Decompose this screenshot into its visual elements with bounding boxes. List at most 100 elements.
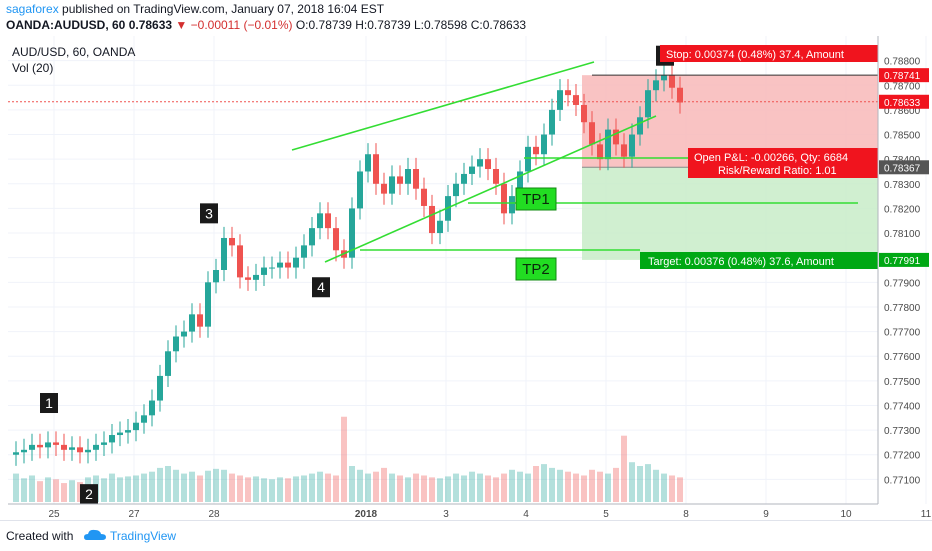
candle-body xyxy=(429,205,435,234)
candle-body xyxy=(525,146,531,172)
stop-label-bg xyxy=(660,45,878,62)
volume-bar xyxy=(477,473,483,502)
price-axis[interactable]: 0.788000.787000.786000.785000.784000.783… xyxy=(877,36,929,504)
candle-body xyxy=(589,122,595,145)
volume-bar xyxy=(669,475,675,502)
volume-bar xyxy=(181,473,187,502)
candle-body xyxy=(477,159,483,167)
volume-bar xyxy=(629,462,635,502)
volume-bar xyxy=(389,473,395,502)
volume-bar xyxy=(613,467,619,502)
volume-bar xyxy=(285,478,291,502)
volume-bar xyxy=(341,416,347,502)
volume-bar xyxy=(37,481,43,502)
volume-bar xyxy=(517,471,523,502)
position-zones xyxy=(8,75,878,260)
cloud-icon xyxy=(84,529,106,540)
price-flag-bg xyxy=(879,94,929,109)
candle-body xyxy=(493,169,499,184)
volume-bar xyxy=(405,477,411,502)
candle-body xyxy=(357,171,363,209)
volume-bar xyxy=(205,470,211,502)
candle-body xyxy=(405,169,411,184)
volume-bar xyxy=(461,475,467,502)
pnl-label: Open P&L: -0.00266, Qty: 6684 xyxy=(694,152,848,164)
volume-bar xyxy=(397,475,403,502)
volume-bar xyxy=(149,471,155,502)
volume-bar xyxy=(301,475,307,502)
candle-body xyxy=(277,262,283,268)
candle-body xyxy=(109,435,115,443)
low-value: L:0.78598 xyxy=(413,18,468,32)
x-tick-label: 11 xyxy=(921,509,932,520)
candle-body xyxy=(317,213,323,229)
y-tick-label: 0.78600 xyxy=(884,106,921,117)
y-tick-label: 0.77400 xyxy=(884,401,921,412)
x-tick-label: 10 xyxy=(840,509,852,520)
volume-bar xyxy=(533,466,539,502)
volume-bar xyxy=(589,469,595,502)
candle-body xyxy=(325,213,331,229)
rr-label: Risk/Reward Ratio: 1.01 xyxy=(718,165,837,177)
volume-bar xyxy=(453,473,459,502)
candle-body xyxy=(189,314,195,332)
candle-body xyxy=(373,154,379,184)
tp-label: TP1 xyxy=(522,191,550,208)
volume-bar xyxy=(109,473,115,502)
candle-body xyxy=(349,208,355,258)
wave-badge xyxy=(312,277,330,298)
volume-bar xyxy=(573,473,579,502)
candle-body xyxy=(93,444,99,450)
created-with-text: Created with xyxy=(6,529,74,543)
volume-bar xyxy=(381,467,387,502)
wave-badge xyxy=(80,484,98,505)
volume-bar xyxy=(645,464,651,502)
volume-bar xyxy=(469,471,475,502)
volume-bar xyxy=(117,477,123,502)
volume-bar xyxy=(565,471,571,502)
author-link[interactable]: sagaforex xyxy=(6,2,59,16)
volume-bar xyxy=(557,469,563,502)
high-value: H:0.78739 xyxy=(355,18,411,32)
tradingview-link[interactable]: TradingView xyxy=(110,529,177,543)
volume-bar xyxy=(581,475,587,502)
x-tick-label: 4 xyxy=(523,509,529,520)
candle-body xyxy=(205,282,211,327)
candle-body xyxy=(221,237,227,270)
y-tick-label: 0.77900 xyxy=(884,278,921,289)
price-flag-bg xyxy=(879,252,929,267)
price-flag-bg xyxy=(879,68,929,83)
volume-bar xyxy=(661,473,667,502)
candle-body xyxy=(37,444,43,448)
time-axis[interactable]: 25 27 28 2018 3 4 5 8 9 10 11 xyxy=(8,503,932,520)
grid xyxy=(8,36,927,504)
candle-body xyxy=(253,274,259,280)
volume-bar xyxy=(445,476,451,502)
candle-body xyxy=(149,400,155,416)
footer: Created with TradingView xyxy=(0,520,932,551)
volume-bar xyxy=(309,473,315,502)
candle-body xyxy=(29,444,35,450)
price-chart[interactable]: TP1 TP2 1 2 3 4 5 Stop: 0.00374 (0.48%) 37.4, A… xyxy=(0,36,932,520)
candle-body xyxy=(77,447,83,453)
x-tick-label: 9 xyxy=(763,509,769,520)
y-tick-label: 0.78100 xyxy=(884,229,921,240)
candle-body xyxy=(653,80,659,91)
y-tick-label: 0.78800 xyxy=(884,57,921,68)
candle-body xyxy=(597,144,603,160)
chart-area[interactable]: TP1 TP2 1 2 3 4 5 Stop: 0.00374 (0.48%) 37.4, A… xyxy=(0,36,932,520)
volume-bar xyxy=(189,471,195,502)
chart-header: sagaforex published on TradingView.com, … xyxy=(0,0,932,36)
tp-badge xyxy=(515,187,557,211)
target-label: Target: 0.00376 (0.48%) 37.6, Amount xyxy=(648,256,834,268)
candle-body xyxy=(45,442,51,448)
volume-bar xyxy=(605,473,611,502)
candles xyxy=(13,64,683,466)
candle-body xyxy=(261,267,267,275)
candle-body xyxy=(21,449,27,453)
candle-body xyxy=(301,245,307,258)
close-value: C:0.78633 xyxy=(470,18,527,32)
legend-title: AUD/USD, 60, OANDA xyxy=(12,45,135,59)
trendline xyxy=(324,115,657,263)
x-tick-label: 5 xyxy=(603,509,609,520)
